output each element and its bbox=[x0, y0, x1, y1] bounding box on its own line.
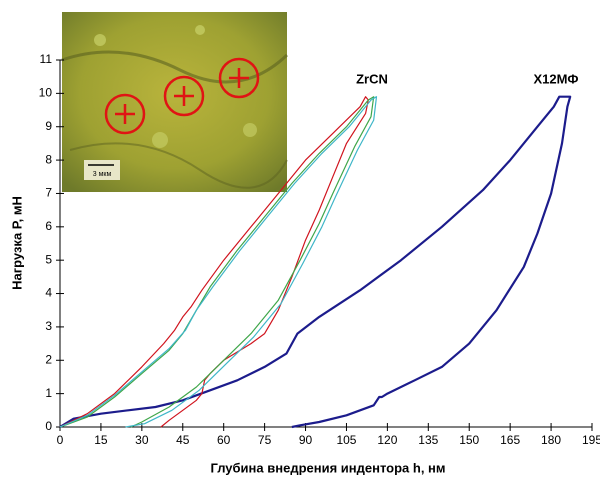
series-line bbox=[59, 96, 378, 428]
y-tick-label: 8 bbox=[45, 152, 52, 166]
x-tick-label: 180 bbox=[541, 433, 561, 447]
x-tick-label: 90 bbox=[299, 433, 313, 447]
inset-photo bbox=[61, 12, 289, 192]
x-tick-label: 105 bbox=[336, 433, 356, 447]
series-line bbox=[59, 95, 572, 429]
x-tick-label: 0 bbox=[57, 433, 64, 447]
y-tick-label: 11 bbox=[40, 52, 53, 66]
y-axis-title: Нагрузка Р, мН bbox=[9, 196, 24, 290]
y-tick-label: 3 bbox=[45, 319, 52, 333]
y-tick-label: 10 bbox=[39, 86, 53, 100]
x-tick-label: 60 bbox=[217, 433, 231, 447]
y-tick-label: 9 bbox=[45, 119, 52, 133]
y-tick-label: 5 bbox=[45, 252, 52, 266]
y-tick-label: 4 bbox=[45, 286, 52, 300]
annotation: X12МФ bbox=[533, 71, 578, 86]
y-tick-label: 2 bbox=[45, 352, 52, 366]
x-tick-label: 75 bbox=[258, 433, 272, 447]
series-line bbox=[59, 96, 375, 428]
y-tick-label: 0 bbox=[45, 419, 52, 433]
x-tick-label: 150 bbox=[459, 433, 479, 447]
x-axis-title: Глубина внедрения индентора h, нм bbox=[210, 460, 445, 475]
y-tick-label: 7 bbox=[45, 186, 52, 200]
x-tick-label: 135 bbox=[418, 433, 438, 447]
y-tick-label: 6 bbox=[45, 219, 52, 233]
x-tick-label: 30 bbox=[135, 433, 149, 447]
x-tick-label: 195 bbox=[582, 433, 600, 447]
annotation: ZrCN bbox=[356, 71, 388, 86]
x-tick-label: 45 bbox=[176, 433, 190, 447]
x-tick-label: 15 bbox=[94, 433, 108, 447]
x-tick-label: 120 bbox=[377, 433, 397, 447]
y-tick-label: 1 bbox=[45, 386, 52, 400]
inset-scale-label: 3 мкм bbox=[93, 171, 112, 178]
x-tick-label: 165 bbox=[500, 433, 520, 447]
